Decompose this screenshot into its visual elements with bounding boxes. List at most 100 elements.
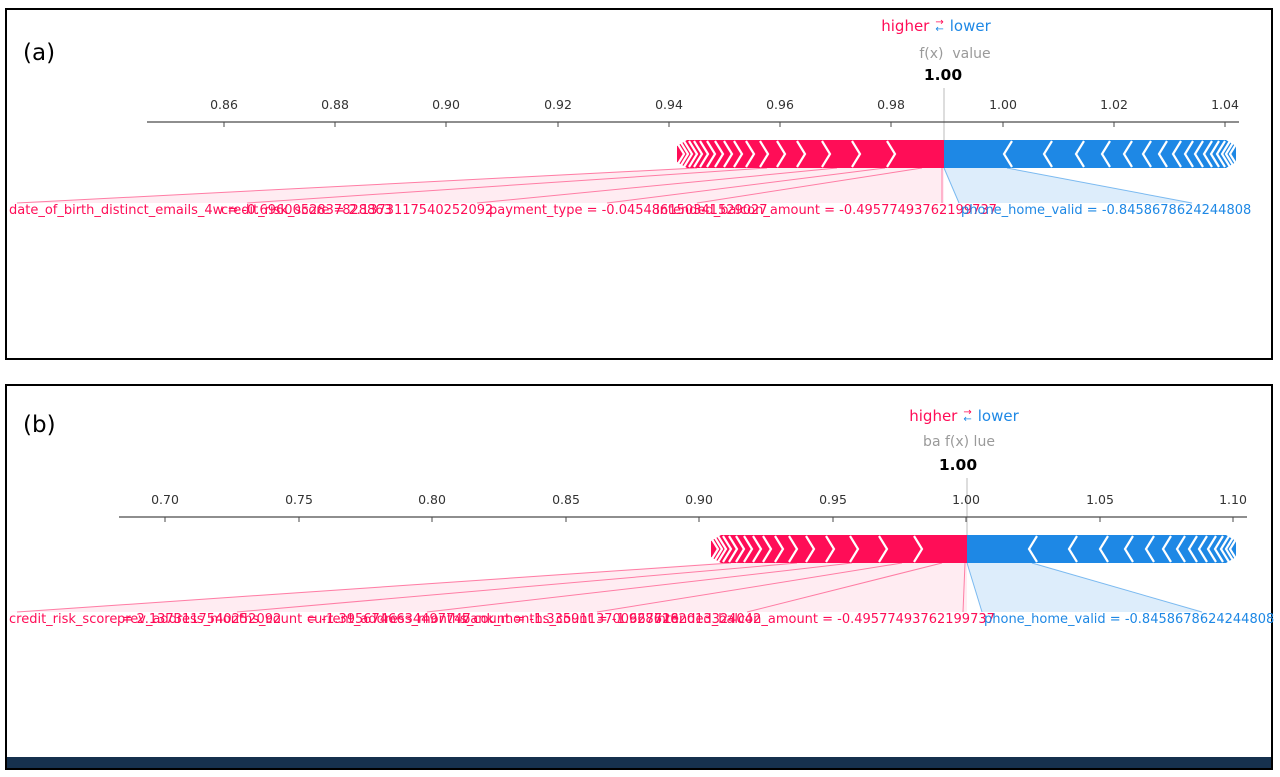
higher-connector-line <box>246 167 768 204</box>
chevron-left-icon <box>1144 535 1155 563</box>
lower-connector-line <box>1006 167 1193 204</box>
chevron-left-icon <box>1213 535 1224 563</box>
chevron-left-icon <box>1161 535 1172 563</box>
axis-tick-label: 0.94 <box>655 97 683 112</box>
chevron-right-icon <box>675 140 686 168</box>
chevron-right-icon <box>728 535 739 563</box>
chevron-left-icon <box>1157 140 1168 168</box>
higher-fan-shade <box>9 168 944 203</box>
chevron-right-icon <box>683 140 694 168</box>
axis-tick-label: 0.88 <box>321 97 349 112</box>
bar-taper <box>1226 140 1236 146</box>
higher-connector-line <box>236 562 798 613</box>
chevron-right-icon <box>713 535 724 563</box>
higher-connector-line <box>476 167 838 204</box>
fx-axis-label: f(x) value <box>919 46 991 62</box>
feature-label: credit_risk_score = 2.1373117540252092 <box>221 203 494 218</box>
chevron-left-icon <box>1098 535 1109 563</box>
axis-tick-label: 1.00 <box>952 492 980 507</box>
feature-label: credit_risk_score = 2.1373117540252092 <box>9 612 282 627</box>
panel-letter-a: (a) <box>23 40 56 66</box>
feature-label: bank_months_count = -1.9286162013324042 <box>462 612 762 627</box>
chevron-right-icon <box>709 535 720 563</box>
chevron-left-icon <box>1215 140 1226 168</box>
chevron-left-icon <box>1209 140 1220 168</box>
chevron-left-icon <box>1122 140 1133 168</box>
bar-taper <box>1226 162 1236 168</box>
chevron-left-icon <box>1141 140 1152 168</box>
chevron-right-icon <box>913 535 924 563</box>
legend: higher → ← lower <box>881 17 991 35</box>
axis-tick-label: 0.95 <box>819 492 847 507</box>
chevron-left-icon <box>1100 140 1111 168</box>
axis-tick-label: 1.05 <box>1086 492 1114 507</box>
lower-connector-line <box>966 562 983 613</box>
chevron-right-icon <box>717 535 728 563</box>
chevron-right-icon <box>878 535 889 563</box>
lower-fan-shade <box>967 563 1202 612</box>
chevron-left-icon <box>1074 140 1085 168</box>
higher-connector-line <box>696 167 923 204</box>
chevron-right-icon <box>762 535 773 563</box>
feature-label: current_address_months_count = -1.335911… <box>307 612 679 627</box>
higher-connector-line <box>426 562 853 613</box>
bar-taper <box>711 535 721 541</box>
chevron-right-icon <box>723 140 734 168</box>
chevron-left-icon <box>1224 535 1235 563</box>
panel-b: (b) higher → ← lower ba f(x) lue 1.00 0.7… <box>5 384 1275 770</box>
axis-tick-label: 0.90 <box>685 492 713 507</box>
higher-connector-line <box>606 167 886 204</box>
chevron-right-icon <box>849 535 860 563</box>
axis-tick-label: 0.75 <box>285 492 313 507</box>
chevron-right-icon <box>688 140 699 168</box>
higher-lower-arrows-icon: → ← <box>963 408 971 425</box>
legend-higher-label: higher <box>881 17 930 35</box>
chevron-right-icon <box>776 140 787 168</box>
bottom-strip <box>7 757 1271 768</box>
higher-connector-line <box>16 167 698 204</box>
chevron-left-icon <box>1187 535 1198 563</box>
axis-tick-label: 1.04 <box>1211 97 1239 112</box>
chevron-right-icon <box>851 140 862 168</box>
force-bar-lower <box>967 535 1236 563</box>
feature-label: intended_balcon_amount = -0.495774937621… <box>656 203 997 218</box>
chevron-right-icon <box>722 535 733 563</box>
force-plot-b: 0.70 0.75 0.80 0.85 0.90 0.95 1.00 1.05 1.10 <box>9 478 1247 613</box>
axis-tick-label: 0.90 <box>432 97 460 112</box>
legend-lower-label: lower <box>949 17 991 35</box>
bar-taper <box>1226 535 1236 541</box>
higher-connector-line <box>16 562 732 613</box>
chevron-left-icon <box>1220 140 1231 168</box>
panel-letter-b: (b) <box>23 412 56 438</box>
arrow-right-icon: → <box>935 17 944 28</box>
chevron-left-icon <box>1067 535 1078 563</box>
feature-label-phone-home-valid: phone_home_valid = -0.8458678624244808 <box>984 612 1275 627</box>
chevron-right-icon <box>714 140 725 168</box>
higher-lower-arrows-icon: → ← <box>935 17 944 35</box>
chevron-left-icon <box>1002 140 1013 168</box>
chevron-right-icon <box>743 535 754 563</box>
higher-fan-shade <box>9 563 967 612</box>
legend-lower-label: lower <box>977 407 1019 425</box>
bar-taper <box>1226 557 1236 563</box>
legend: higher → ← lower <box>909 407 1019 425</box>
higher-connector-line <box>746 562 943 613</box>
lower-connector-line <box>943 167 960 204</box>
lower-fan-shade <box>944 168 1192 203</box>
force-bar-higher <box>711 535 967 563</box>
chevron-right-icon <box>735 535 746 563</box>
bar-taper <box>677 140 687 146</box>
axis-tick-label: 1.10 <box>1219 492 1247 507</box>
lower-connector-line <box>1031 562 1203 613</box>
chevron-left-icon <box>1171 140 1182 168</box>
fx-value: 1.00 <box>938 456 978 474</box>
chevron-left-icon <box>1197 535 1208 563</box>
chevron-right-icon <box>805 535 816 563</box>
axis-tick-label: 0.92 <box>544 97 572 112</box>
chevron-right-icon <box>788 535 799 563</box>
panel-a: (a) higher → ← lower f(x) value 1.00 0.86… <box>5 8 1273 360</box>
chevron-right-icon <box>699 140 710 168</box>
force-bar-higher <box>677 140 944 168</box>
chevron-right-icon <box>679 140 690 168</box>
axis-tick-label: 1.02 <box>1100 97 1128 112</box>
